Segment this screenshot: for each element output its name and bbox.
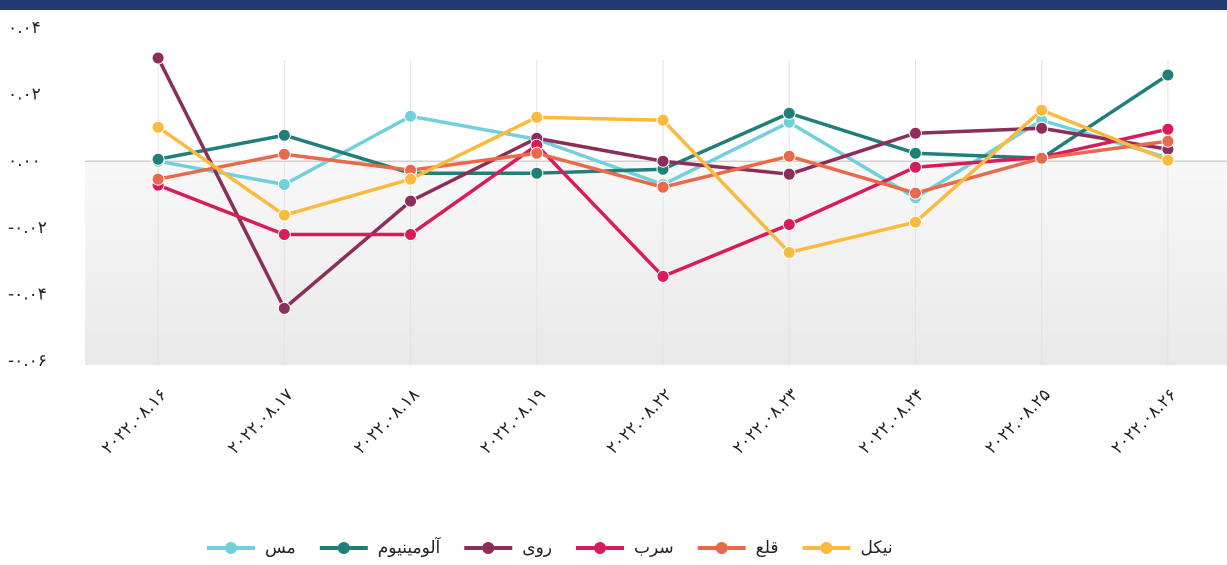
data-point xyxy=(1035,151,1049,165)
data-point xyxy=(908,126,922,140)
negative-shade xyxy=(85,161,1227,365)
data-point xyxy=(1161,68,1175,82)
y-tick-label: -۰.۰۶ xyxy=(8,351,47,371)
data-point xyxy=(1035,121,1049,135)
data-point xyxy=(908,215,922,229)
x-tick-label: ۲۰۲۲.۰۸.۲۳ xyxy=(729,385,802,458)
legend-label: قلع xyxy=(756,538,779,558)
y-tick-label: ۰.۰۲ xyxy=(8,85,41,105)
data-point xyxy=(530,146,544,160)
y-tick-label: ۰.۰۴ xyxy=(8,18,41,38)
data-point xyxy=(656,269,670,283)
data-point xyxy=(151,51,165,65)
x-tick-label: ۲۰۲۲.۰۸.۲۵ xyxy=(981,385,1054,458)
data-point xyxy=(277,301,291,315)
legend-label: آلومینیوم xyxy=(378,536,442,558)
data-point xyxy=(404,194,418,208)
legend-label: سرب xyxy=(634,538,674,558)
data-point xyxy=(1161,134,1175,148)
data-point xyxy=(1161,153,1175,167)
data-point xyxy=(782,245,796,259)
legend-marker xyxy=(594,542,607,554)
legend-marker xyxy=(482,542,495,554)
legend-label: روی xyxy=(522,538,552,558)
data-point xyxy=(782,167,796,181)
x-tick-label: ۲۰۲۲.۰۸.۲۲ xyxy=(603,385,676,458)
data-point xyxy=(404,227,418,241)
legend-label: مس xyxy=(265,538,296,558)
data-point xyxy=(277,208,291,222)
legend-marker xyxy=(225,542,237,554)
data-point xyxy=(782,149,796,163)
data-point xyxy=(151,120,165,134)
y-tick-label: -۰.۰۲ xyxy=(8,218,47,238)
data-point xyxy=(908,160,922,174)
x-tick-label: ۲۰۲۲.۰۸.۲۶ xyxy=(1108,385,1181,458)
data-point xyxy=(1035,103,1049,117)
y-tick-label: -۰.۰۴ xyxy=(8,284,47,304)
data-point xyxy=(277,178,291,192)
data-point xyxy=(277,128,291,142)
x-tick-label: ۲۰۲۲.۰۸.۱۹ xyxy=(476,385,549,458)
data-point xyxy=(404,172,418,186)
data-point xyxy=(656,180,670,194)
data-point xyxy=(277,147,291,161)
legend-marker xyxy=(337,542,350,554)
top-bar xyxy=(0,0,1227,10)
data-point xyxy=(656,113,670,127)
data-point xyxy=(404,109,418,123)
x-tick-label: ۲۰۲۲.۰۸.۱۸ xyxy=(350,385,423,458)
legend-marker xyxy=(715,542,728,554)
data-point xyxy=(151,152,165,166)
data-point xyxy=(782,106,796,120)
data-point xyxy=(530,110,544,124)
legend-marker xyxy=(820,542,833,554)
legend-label: نیکل xyxy=(860,538,892,558)
x-tick-label: ۲۰۲۲.۰۸.۱۷ xyxy=(224,385,297,458)
data-point xyxy=(530,166,544,180)
y-tick-label: ۰.۰۰ xyxy=(8,151,41,171)
data-point xyxy=(782,217,796,231)
data-point xyxy=(277,227,291,241)
data-point xyxy=(1161,122,1175,136)
x-tick-label: ۲۰۲۲.۰۸.۱۶ xyxy=(98,385,171,458)
x-tick-label: ۲۰۲۲.۰۸.۲۴ xyxy=(855,385,928,458)
data-point xyxy=(908,146,922,160)
data-point xyxy=(151,172,165,186)
data-point xyxy=(656,154,670,168)
data-point xyxy=(908,186,922,200)
